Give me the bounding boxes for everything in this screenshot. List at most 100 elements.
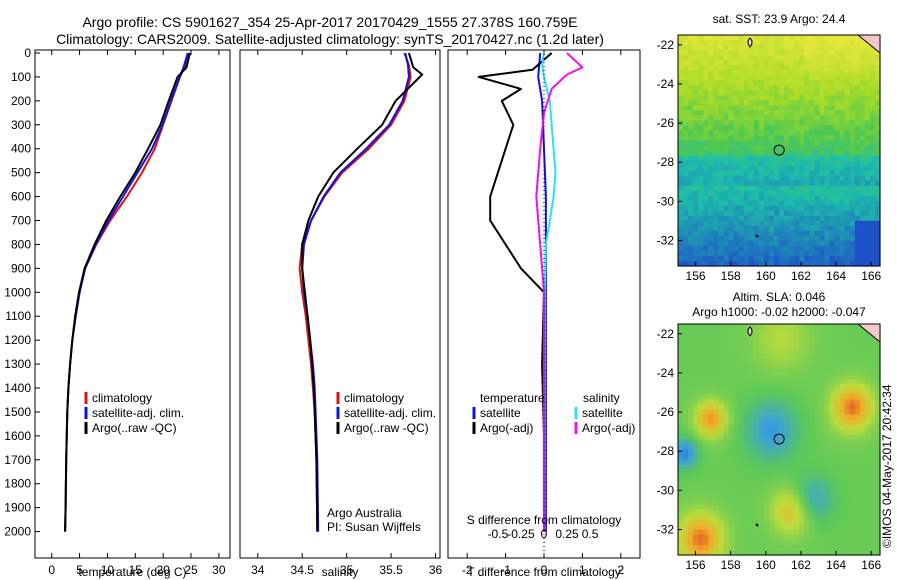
map-cell (698, 100, 704, 106)
map-cell (743, 45, 750, 51)
map-cell (824, 75, 831, 81)
map-x-tick-label: 156 (686, 269, 706, 283)
map-cell (703, 459, 709, 466)
map-cell (849, 55, 856, 61)
map-cell (733, 545, 740, 551)
map-cell (678, 469, 684, 476)
map-cell (869, 424, 876, 430)
map-cell (743, 529, 750, 536)
map-cell (683, 389, 689, 395)
map-cell (738, 130, 745, 136)
map-cell (698, 499, 704, 506)
map-cell (678, 369, 684, 375)
map-cell (789, 329, 795, 335)
map-cell (809, 100, 815, 106)
map-cell (758, 399, 765, 405)
map-cell (869, 539, 876, 546)
map-cell (738, 125, 745, 131)
map-cell (829, 374, 836, 380)
map-cell (748, 200, 755, 207)
map-cell (708, 474, 714, 481)
map-cell (678, 250, 684, 257)
map-cell (683, 354, 689, 360)
map-cell (824, 539, 831, 546)
x-tick-label: 5 (76, 563, 83, 577)
map-cell (869, 334, 876, 340)
map-cell (708, 235, 714, 242)
map-cell (683, 95, 689, 101)
map-cell (728, 545, 735, 551)
map-cell (688, 349, 694, 355)
map-cell (869, 454, 876, 461)
map-cell (763, 489, 770, 496)
map-cell (814, 85, 820, 91)
y-tick-label: 1800 (4, 477, 31, 491)
map-cell (875, 344, 881, 350)
map-cell (753, 220, 760, 227)
map-cell (854, 55, 861, 61)
map-cell (849, 329, 856, 335)
map-cell (678, 170, 684, 177)
map-cell (779, 55, 785, 61)
map-cell (718, 185, 724, 192)
map-cell (733, 225, 740, 232)
map-cell (743, 389, 750, 395)
map-cell (768, 70, 775, 76)
map-cell (779, 60, 785, 66)
map-cell (678, 45, 684, 51)
map-cell (799, 404, 805, 410)
map-cell (713, 210, 719, 217)
map-cell (854, 240, 861, 247)
map-cell (683, 504, 689, 511)
map-cell (834, 225, 841, 232)
map-cell (698, 95, 704, 101)
map-cell (834, 135, 841, 141)
map-cell (728, 140, 735, 147)
map-cell (723, 519, 730, 526)
map-cell (819, 550, 825, 556)
map-cell (864, 215, 871, 222)
map-cell (748, 550, 755, 556)
map-cell (703, 369, 709, 375)
map-cell (723, 50, 730, 56)
map-cell (799, 414, 805, 420)
map-cell (718, 459, 724, 466)
map-cell (859, 105, 866, 111)
map-cell (829, 339, 836, 345)
map-cell (743, 434, 750, 441)
map-cell (814, 334, 820, 340)
map-cell (824, 165, 831, 172)
map-cell (844, 200, 851, 207)
map-cell (814, 374, 820, 380)
map-cell (859, 180, 866, 187)
map-cell (864, 190, 871, 197)
map-cell (839, 529, 846, 536)
map-y-tick-label: -30 (657, 483, 675, 497)
map-cell (819, 130, 825, 136)
map-cell (819, 349, 825, 355)
map-cell (688, 80, 694, 86)
map-cell (733, 215, 740, 222)
map-cell (738, 205, 745, 212)
map-cell (844, 324, 851, 330)
map-cell (864, 65, 871, 71)
map-cell (794, 245, 800, 252)
map-cell (819, 245, 825, 252)
map-cell (698, 534, 704, 541)
map-cell (829, 439, 836, 446)
map-cell (875, 434, 881, 441)
map-cell (753, 419, 760, 425)
map-cell (708, 120, 714, 126)
map-cell (733, 539, 740, 546)
map-cell (859, 70, 866, 76)
map-cell (708, 489, 714, 496)
map-cell (723, 534, 730, 541)
map-cell (703, 35, 709, 41)
map-cell (763, 529, 770, 536)
map-cell (794, 539, 800, 546)
map-cell (859, 195, 866, 202)
map-cell (718, 90, 724, 96)
map-cell (854, 499, 861, 506)
map-cell (814, 539, 820, 546)
map-cell (688, 150, 694, 157)
